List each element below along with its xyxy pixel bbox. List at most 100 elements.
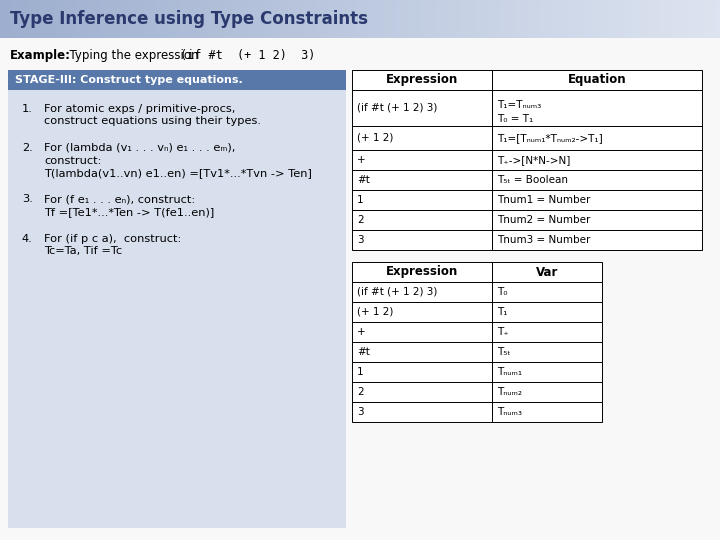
Bar [119,0,123,38]
Bar [140,0,145,38]
Bar [292,0,296,38]
Bar [482,0,487,38]
Bar [492,170,702,190]
Bar [342,0,346,38]
Bar [659,0,663,38]
Bar [61,0,66,38]
Bar [432,0,436,38]
Bar [313,0,318,38]
Bar [698,0,703,38]
Bar [148,0,152,38]
Text: Tₙᵤₘ₁: Tₙᵤₘ₁ [497,367,522,377]
Bar [492,402,602,422]
Bar [486,0,490,38]
Bar [536,0,541,38]
Bar [464,0,469,38]
Bar [8,70,346,90]
Bar [7,0,12,38]
Bar [155,0,159,38]
Text: Equation: Equation [567,73,626,86]
Bar [32,0,37,38]
Bar [352,230,492,250]
Bar [263,0,267,38]
Bar [608,0,613,38]
Bar [352,262,492,282]
Bar [623,0,627,38]
Bar [331,0,336,38]
Bar [587,0,591,38]
Bar [400,0,404,38]
Bar [299,0,303,38]
Bar [126,0,130,38]
Bar [418,0,422,38]
Text: For (lambda (v₁ . . . vₙ) e₁ . . . eₘ),: For (lambda (v₁ . . . vₙ) e₁ . . . eₘ), [44,143,235,153]
Bar [547,0,552,38]
Bar [468,0,472,38]
Bar [230,0,235,38]
Text: +: + [357,327,366,337]
Bar [652,0,656,38]
Text: Expression: Expression [386,73,458,86]
Bar [86,0,91,38]
Text: Example:: Example: [10,50,71,63]
Bar [655,0,660,38]
Bar [436,0,440,38]
Bar [421,0,426,38]
Text: T₅ₜ: T₅ₜ [497,347,510,357]
Bar [598,0,602,38]
Bar [198,0,202,38]
Bar [238,0,242,38]
Bar [112,0,116,38]
Bar [508,0,512,38]
Bar [457,0,462,38]
Bar [101,0,105,38]
Bar [8,90,346,528]
Bar [227,0,231,38]
Bar [634,0,638,38]
Bar [407,0,411,38]
Bar [492,70,702,90]
Bar [310,0,314,38]
Bar [364,0,368,38]
Bar [562,0,566,38]
Bar [490,0,494,38]
Bar [492,90,702,126]
Text: #t: #t [357,175,370,185]
Bar [115,0,120,38]
Bar [389,0,393,38]
Text: Typing the expression: Typing the expression [62,50,202,63]
Bar [716,0,720,38]
Bar [29,0,33,38]
Bar [637,0,642,38]
Bar [533,0,537,38]
Bar [492,282,602,302]
Bar [162,0,166,38]
Bar [551,0,555,38]
Bar [569,0,573,38]
Text: T₅ₜ = Boolean: T₅ₜ = Boolean [497,175,568,185]
Bar [266,0,271,38]
Bar [25,0,30,38]
Text: Tₙᵤₘ₃: Tₙᵤₘ₃ [497,407,522,417]
Bar [360,0,364,38]
Text: For (if p c a),  construct:: For (if p c a), construct: [44,233,181,244]
Bar [691,0,696,38]
Bar [706,0,710,38]
Bar [378,0,382,38]
Bar [392,0,397,38]
Bar [4,0,8,38]
Bar [662,0,667,38]
Text: T₁: T₁ [497,307,508,317]
Text: Tnum3 = Number: Tnum3 = Number [497,235,590,245]
Bar [454,0,458,38]
Bar [558,0,562,38]
Bar [50,0,55,38]
Bar [256,0,260,38]
Bar [352,362,492,382]
Bar [522,0,526,38]
Bar [97,0,102,38]
Text: 3: 3 [357,407,364,417]
Text: construct equations using their types.: construct equations using their types. [44,117,261,126]
Text: 4.: 4. [22,233,32,244]
Bar [572,0,577,38]
